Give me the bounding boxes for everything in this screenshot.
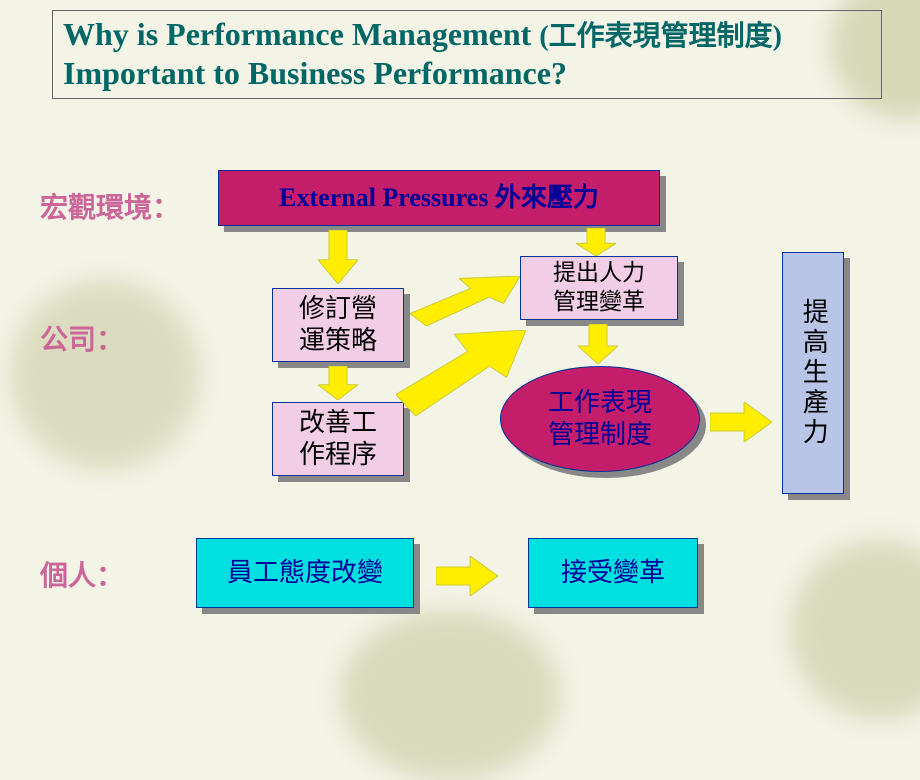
arrow-a3 xyxy=(410,276,520,326)
box-label: External Pressures 外來壓力 xyxy=(279,182,599,215)
box-productivity: 提高生產力 xyxy=(782,252,844,494)
box-external: External Pressures 外來壓力 xyxy=(218,170,660,226)
ellipse-label: 工作表現管理制度 xyxy=(548,387,652,452)
title-part-1: Why is Performance Management xyxy=(63,16,539,52)
arrow-a8 xyxy=(436,556,498,596)
arrow-a6 xyxy=(578,324,618,364)
arrow-a7 xyxy=(710,402,772,442)
slide-title: Why is Performance Management (工作表現管理制度)… xyxy=(52,10,882,99)
box-attitude: 員工態度改變 xyxy=(196,538,414,608)
box-label: 員工態度改變 xyxy=(227,557,383,590)
arrow-a4 xyxy=(318,366,358,400)
box-revise_strategy: 修訂營運策略 xyxy=(272,288,404,362)
box-label: 修訂營運策略 xyxy=(299,293,377,358)
box-label: 提出人力管理變革 xyxy=(553,259,645,317)
box-label: 改善工作程序 xyxy=(299,407,377,472)
box-label: 提高生產力 xyxy=(797,298,830,448)
arrow-a5 xyxy=(396,330,526,416)
box-hr_change: 提出人力管理變革 xyxy=(520,256,678,320)
row-label-person: 個人： xyxy=(40,554,124,594)
title-part-2: (工作表現管理制度) xyxy=(539,21,782,52)
box-accept: 接受變革 xyxy=(528,538,698,608)
row-label-company: 公司： xyxy=(40,318,124,358)
bg-splash xyxy=(340,610,560,780)
title-part-3: Important to Business Performance? xyxy=(63,55,567,91)
arrow-a2 xyxy=(576,228,616,256)
box-label: 接受變革 xyxy=(561,557,665,590)
arrow-a1 xyxy=(318,230,358,284)
ellipse-perf_mgmt: 工作表現管理制度 xyxy=(500,366,700,472)
bg-splash xyxy=(790,540,920,720)
bg-splash xyxy=(10,280,200,470)
row-label-macro: 宏觀環境： xyxy=(40,186,180,226)
box-improve_process: 改善工作程序 xyxy=(272,402,404,476)
